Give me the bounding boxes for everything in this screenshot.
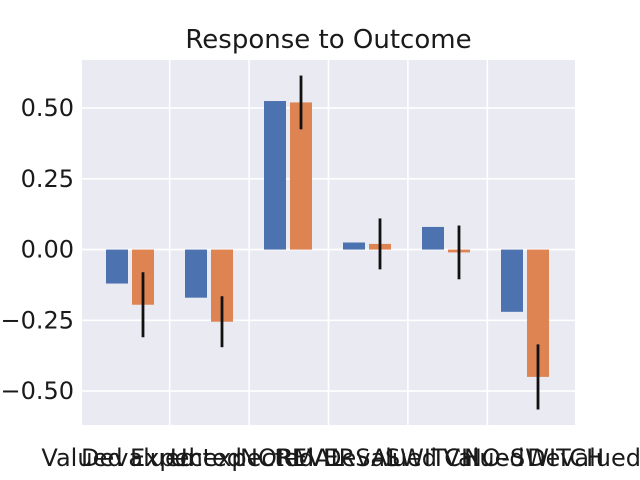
- bar: [211, 249, 233, 322]
- y-tick-label: 0.25: [21, 165, 74, 193]
- x-tick-label: Expected: [130, 444, 242, 472]
- y-tick-label: 0.00: [21, 236, 74, 264]
- bar: [527, 249, 549, 377]
- x-tick-label: Unexpected: [170, 444, 314, 472]
- y-tick-label: 0.50: [21, 94, 74, 122]
- x-tick-label: NORMAL: [240, 444, 345, 472]
- x-tick-label: SWITCH: [385, 444, 479, 472]
- error-bars: [141, 75, 540, 410]
- x-tick-label: Devalued: [81, 444, 195, 472]
- x-tick-label: Devalued: [323, 444, 437, 472]
- bar: [501, 249, 523, 312]
- y-tick-label: −0.25: [0, 306, 74, 334]
- y-tick-label: −0.50: [0, 377, 74, 405]
- x-tick-label: NO-SWITCH: [464, 444, 604, 472]
- bar: [185, 249, 207, 298]
- x-tick-label: Devalued: [527, 444, 640, 472]
- chart-title: Response to Outcome: [185, 25, 471, 55]
- y-axis: −0.50 −0.25 0.00 0.25 0.50: [0, 94, 74, 405]
- x-tick-label: Valued: [443, 444, 524, 472]
- x-tick-label: REVERSAL: [275, 444, 401, 472]
- bar: [264, 101, 286, 250]
- x-axis: ValuedDevaluedExpectedUnexpectedNORMALRE…: [41, 444, 640, 472]
- x-tick-label: Valued: [41, 444, 122, 472]
- bar: [422, 226, 444, 250]
- bar: [106, 249, 128, 284]
- bar: [343, 242, 365, 250]
- grid: [82, 60, 575, 425]
- bar: [290, 102, 312, 250]
